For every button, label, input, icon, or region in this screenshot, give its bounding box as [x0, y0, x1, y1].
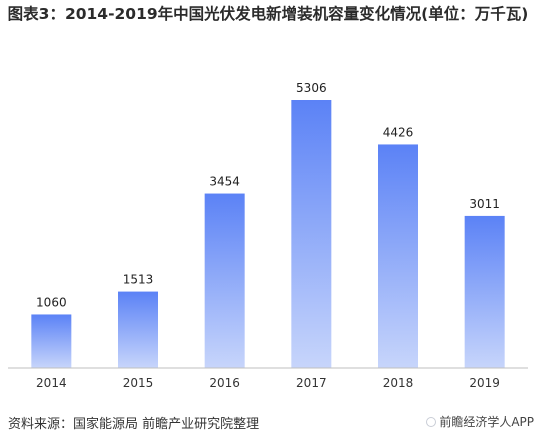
bar-2019 [464, 215, 505, 368]
chart-title: 图表3：2014-2019年中国光伏发电新增装机容量变化情况(单位：万千瓦) [7, 5, 529, 23]
data-label-2018: 4426 [383, 125, 414, 139]
bar-2015 [118, 291, 158, 368]
bar-2018 [378, 144, 418, 368]
brand-label: 前瞻经济学人APP [439, 415, 534, 429]
data-label-2016: 3454 [209, 175, 240, 189]
x-tick-label-2015: 2015 [123, 376, 154, 390]
brand-watermark: 前瞻经济学人APP [426, 413, 534, 430]
data-label-2019: 3011 [469, 197, 500, 211]
data-label-2017: 5306 [296, 81, 327, 95]
x-tick-label-2019: 2019 [469, 376, 500, 390]
data-label-2015: 1513 [123, 273, 154, 287]
x-tick-label-2016: 2016 [209, 376, 240, 390]
source-note: 资料来源：国家能源局 前瞻产业研究院整理 [8, 417, 260, 432]
x-tick-label-2017: 2017 [296, 376, 327, 390]
x-tick-label-2018: 2018 [383, 376, 414, 390]
bar-2014 [31, 314, 72, 368]
data-label-2014: 1060 [36, 295, 67, 309]
x-tick-label-2014: 2014 [36, 376, 67, 390]
bar-2016 [204, 193, 245, 368]
brand-logo-icon [426, 416, 437, 427]
bar-2017 [291, 100, 332, 368]
